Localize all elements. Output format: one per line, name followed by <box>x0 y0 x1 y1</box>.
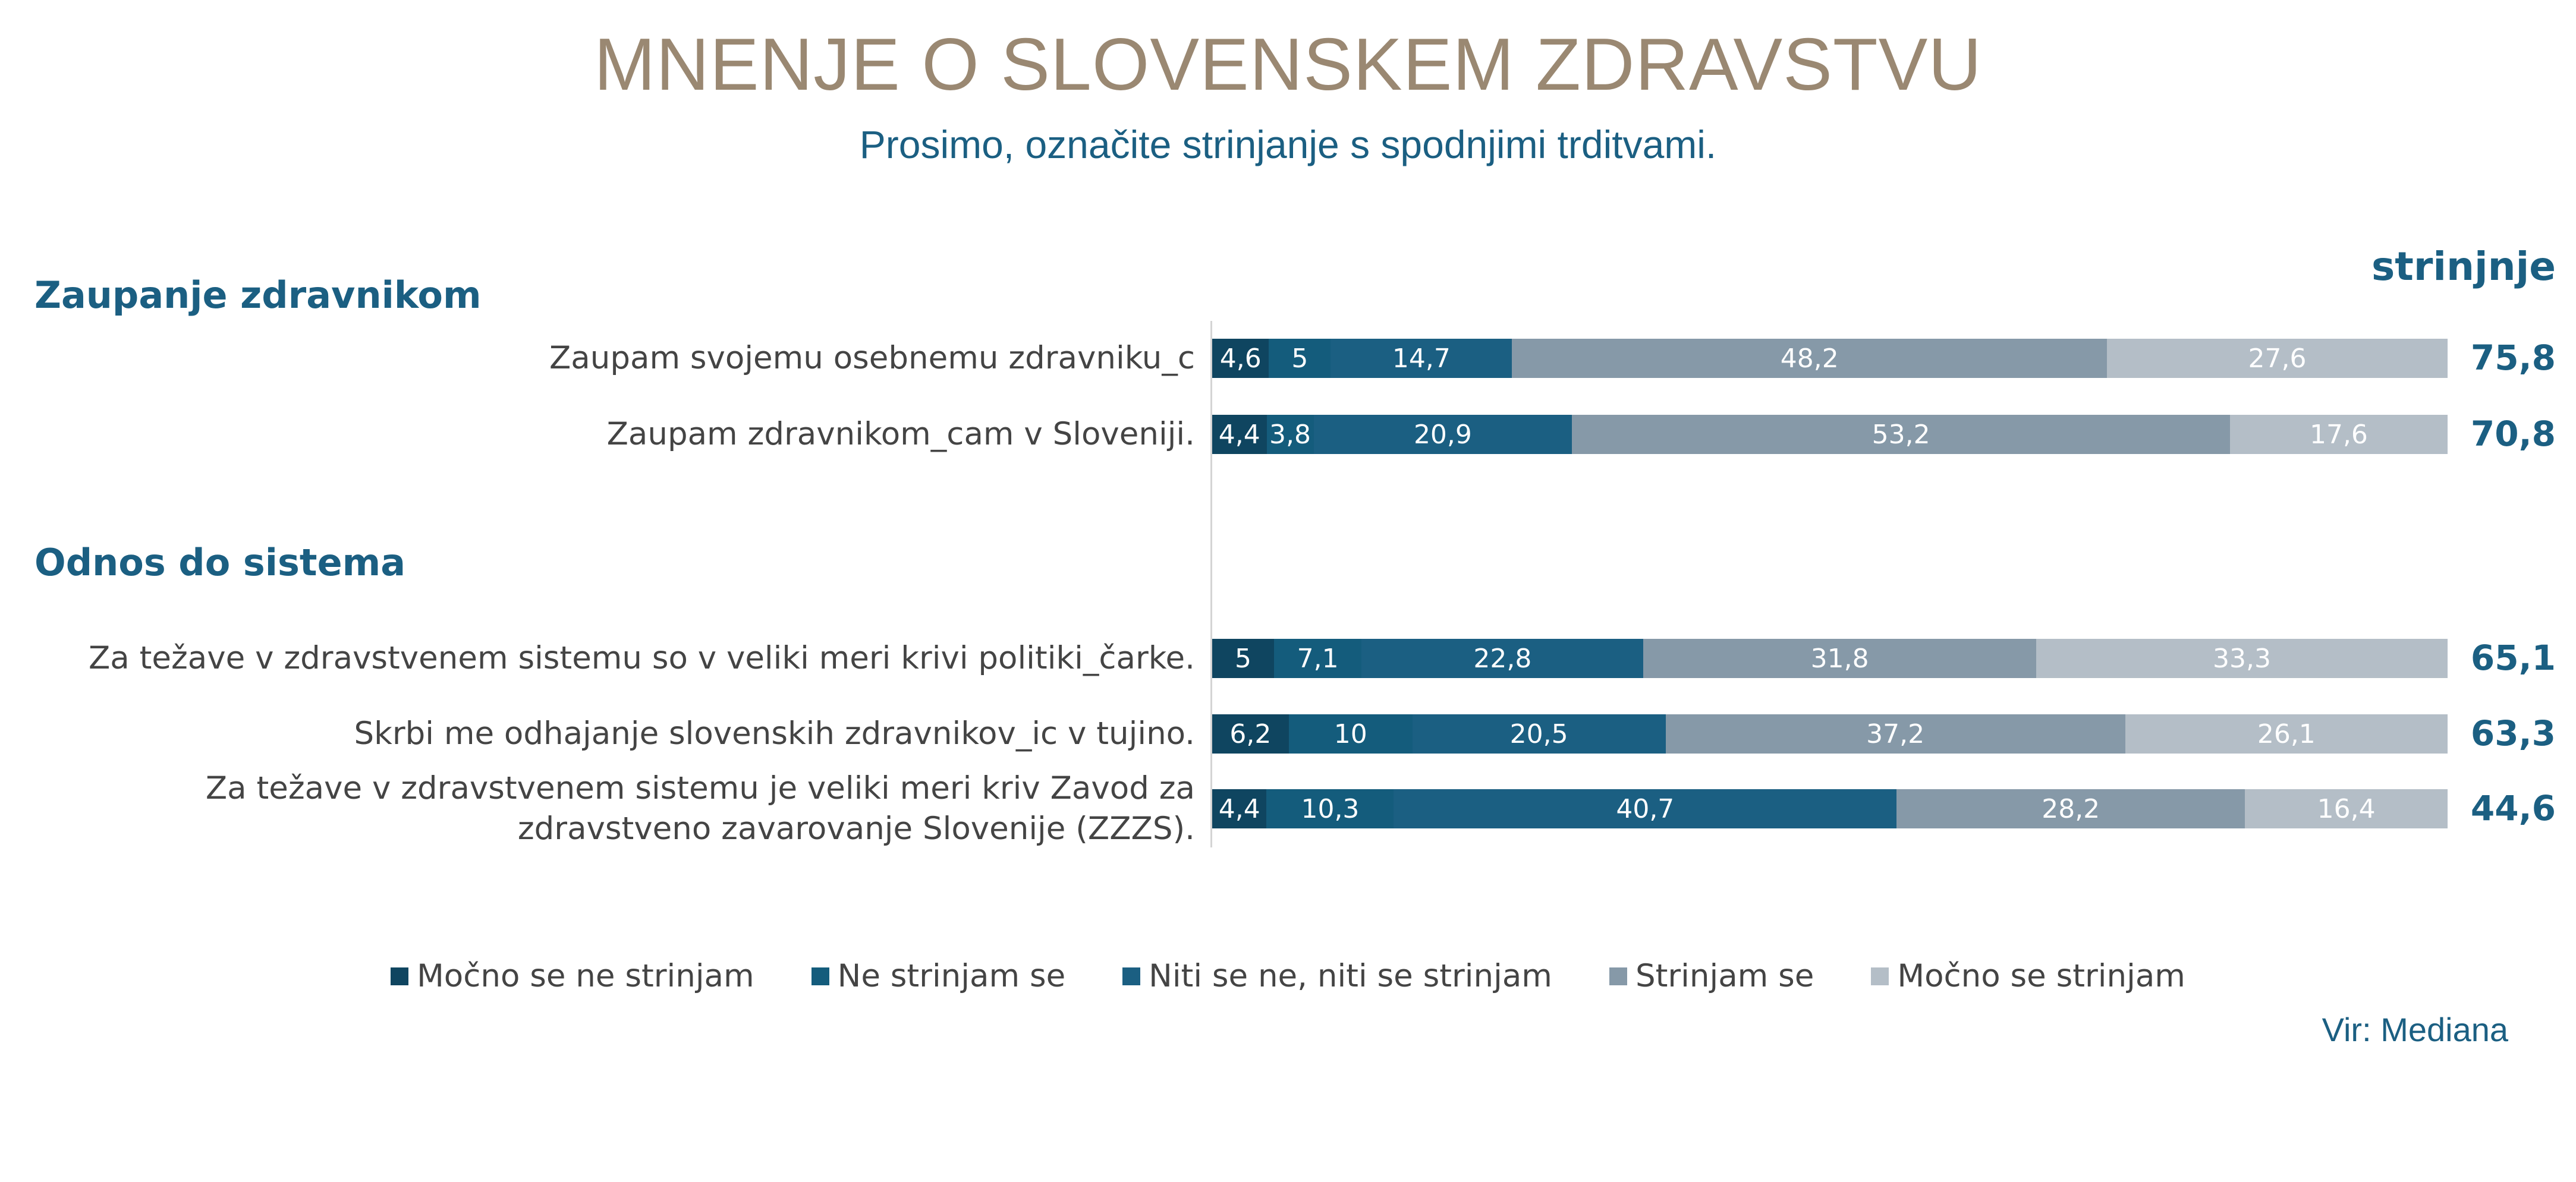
legend-label: Niti se ne, niti se strinjam <box>1149 958 1552 994</box>
chart-legend: Močno se ne strinjam Ne strinjam se Niti… <box>0 958 2576 994</box>
bar-segment: 4,6 <box>1212 339 1269 378</box>
data-label: 22,8 <box>1473 643 1532 674</box>
bar-segment: 33,3 <box>2036 639 2448 678</box>
bar-segment: 6,2 <box>1212 714 1289 754</box>
bar-segment: 26,1 <box>2125 714 2448 754</box>
data-label: 33,3 <box>2213 643 2271 674</box>
data-label: 6,2 <box>1229 718 1272 749</box>
bar-segment: 5 <box>1212 639 1274 678</box>
bar-segment: 20,9 <box>1313 415 1572 454</box>
total-column-header: strinjnje <box>2371 244 2556 289</box>
data-label: 7,1 <box>1297 643 1339 674</box>
legend-label: Močno se ne strinjam <box>417 958 754 994</box>
stacked-bar: 5 7,1 22,8 31,8 33,3 <box>1212 639 2448 678</box>
section-title-trust: Zaupanje zdravnikom <box>34 273 482 317</box>
source-note: Vir: Mediana <box>2322 1011 2508 1048</box>
bar-segment: 10,3 <box>1266 789 1394 828</box>
data-label: 10,3 <box>1301 793 1360 824</box>
legend-swatch <box>1609 967 1627 985</box>
chart-title: MNENJE O SLOVENSKEM ZDRAVSTVU <box>594 24 1982 106</box>
bar-segment: 14,7 <box>1331 339 1512 378</box>
data-label: 4,6 <box>1219 343 1262 374</box>
data-label: 20,5 <box>1509 718 1568 749</box>
legend-item: Ne strinjam se <box>811 958 1066 994</box>
agreement-total: 44,6 <box>2470 788 2556 828</box>
stacked-bar: 4,4 10,3 40,7 28,2 16,4 <box>1212 789 2448 828</box>
data-label: 28,2 <box>2042 793 2100 824</box>
bar-segment: 28,2 <box>1896 789 2245 828</box>
data-label: 5 <box>1291 343 1309 374</box>
bar-segment: 7,1 <box>1273 639 1362 678</box>
data-label: 20,9 <box>1413 419 1472 450</box>
bar-segment: 53,2 <box>1572 415 2230 454</box>
agreement-total: 70,8 <box>2470 414 2556 454</box>
legend-item: Strinjam se <box>1609 958 1814 994</box>
data-label: 26,1 <box>2257 718 2316 749</box>
stacked-bar: 4,6 5 14,7 48,2 27,6 <box>1212 339 2448 378</box>
legend-swatch <box>811 967 829 985</box>
agreement-total: 63,3 <box>2470 713 2556 754</box>
bar-segment: 37,2 <box>1665 714 2125 754</box>
data-label: 48,2 <box>1780 343 1839 374</box>
bar-segment: 4,4 <box>1212 415 1267 454</box>
bar-segment: 27,6 <box>2107 339 2448 378</box>
row-label: Za težave v zdravstvenem sistemu so v ve… <box>88 640 1195 676</box>
row-label: Skrbi me odhajanje slovenskih zdravnikov… <box>354 715 1195 752</box>
row-label: Za težave v zdravstvenem sistemu je veli… <box>205 770 1195 847</box>
bar-segment: 4,4 <box>1212 789 1267 828</box>
legend-label: Ne strinjam se <box>837 958 1066 994</box>
data-label: 37,2 <box>1866 718 1925 749</box>
data-label: 17,6 <box>2309 419 2368 450</box>
legend-item: Niti se ne, niti se strinjam <box>1122 958 1552 994</box>
data-label: 16,4 <box>2317 793 2376 824</box>
legend-item: Močno se ne strinjam <box>391 958 754 994</box>
bar-segment: 40,7 <box>1394 789 1897 828</box>
bar-segment: 3,8 <box>1266 415 1314 454</box>
bar-segment: 20,5 <box>1412 714 1666 754</box>
data-label: 3,8 <box>1269 419 1311 450</box>
bar-segment: 31,8 <box>1643 639 2037 678</box>
stacked-bar: 4,4 3,8 20,9 53,2 17,6 <box>1212 415 2448 454</box>
data-label: 4,4 <box>1218 793 1260 824</box>
data-label: 10 <box>1333 718 1367 749</box>
legend-swatch <box>391 967 409 985</box>
data-label: 27,6 <box>2248 343 2307 374</box>
data-label: 40,7 <box>1616 793 1675 824</box>
legend-label: Močno se strinjam <box>1897 958 2185 994</box>
data-label: 31,8 <box>1810 643 1869 674</box>
legend-item: Močno se strinjam <box>1871 958 2185 994</box>
legend-label: Strinjam se <box>1635 958 1814 994</box>
row-label: Zaupam svojemu osebnemu zdravniku_c <box>549 340 1195 376</box>
stacked-bar: 6,2 10 20,5 37,2 26,1 <box>1212 714 2448 754</box>
agreement-total: 75,8 <box>2470 338 2556 378</box>
row-label: Zaupam zdravnikom_cam v Sloveniji. <box>606 416 1195 452</box>
bar-segment: 22,8 <box>1361 639 1644 678</box>
bar-segment: 48,2 <box>1512 339 2108 378</box>
section-title-system: Odnos do sistema <box>34 541 406 584</box>
category-axis-line <box>1210 321 1212 847</box>
bar-segment: 16,4 <box>2245 789 2448 828</box>
bar-segment: 10 <box>1288 714 1413 754</box>
data-label: 14,7 <box>1392 343 1451 374</box>
legend-swatch <box>1871 967 1889 985</box>
data-label: 53,2 <box>1872 419 1930 450</box>
bar-segment: 17,6 <box>2229 415 2448 454</box>
chart-subtitle: Prosimo, označite strinjanje s spodnjimi… <box>859 122 1717 166</box>
legend-swatch <box>1122 967 1141 985</box>
bar-segment: 5 <box>1269 339 1331 378</box>
agreement-total: 65,1 <box>2470 638 2556 678</box>
data-label: 5 <box>1234 643 1251 674</box>
data-label: 4,4 <box>1218 419 1260 450</box>
